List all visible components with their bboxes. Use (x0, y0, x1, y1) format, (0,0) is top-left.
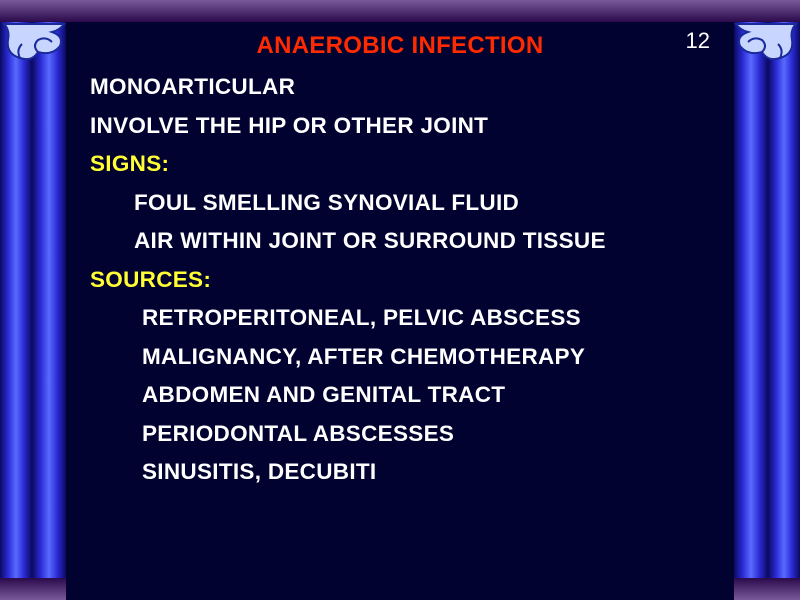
content-panel: 12 ANAEROBIC INFECTION MONOARTICULAR INV… (66, 22, 734, 600)
body-line: MONOARTICULAR (90, 76, 710, 99)
curtain-column-right-1 (768, 22, 800, 578)
curtain-column-left-1 (0, 22, 32, 578)
signs-item: FOUL SMELLING SYNOVIAL FLUID (90, 192, 710, 215)
frame-top (0, 0, 800, 22)
slide-number: 12 (686, 28, 710, 54)
body-line: INVOLVE THE HIP OR OTHER JOINT (90, 115, 710, 138)
curtain-column-left-2 (32, 22, 66, 578)
sources-item: MALIGNANCY, AFTER CHEMOTHERAPY (90, 346, 710, 369)
slide-title: ANAEROBIC INFECTION (90, 34, 710, 58)
scroll-ornament-top-left (2, 22, 66, 72)
signs-item: AIR WITHIN JOINT OR SURROUND TISSUE (90, 230, 710, 253)
sources-item: SINUSITIS, DECUBITI (90, 461, 710, 484)
section-heading-signs: SIGNS: (90, 153, 710, 176)
scroll-ornament-top-right (734, 22, 798, 72)
slide-stage: 12 ANAEROBIC INFECTION MONOARTICULAR INV… (0, 0, 800, 600)
sources-item: PERIODONTAL ABSCESSES (90, 423, 710, 446)
sources-item: ABDOMEN AND GENITAL TRACT (90, 384, 710, 407)
curtain-column-right-2 (734, 22, 768, 578)
section-heading-sources: SOURCES: (90, 269, 710, 292)
sources-item: RETROPERITONEAL, PELVIC ABSCESS (90, 307, 710, 330)
